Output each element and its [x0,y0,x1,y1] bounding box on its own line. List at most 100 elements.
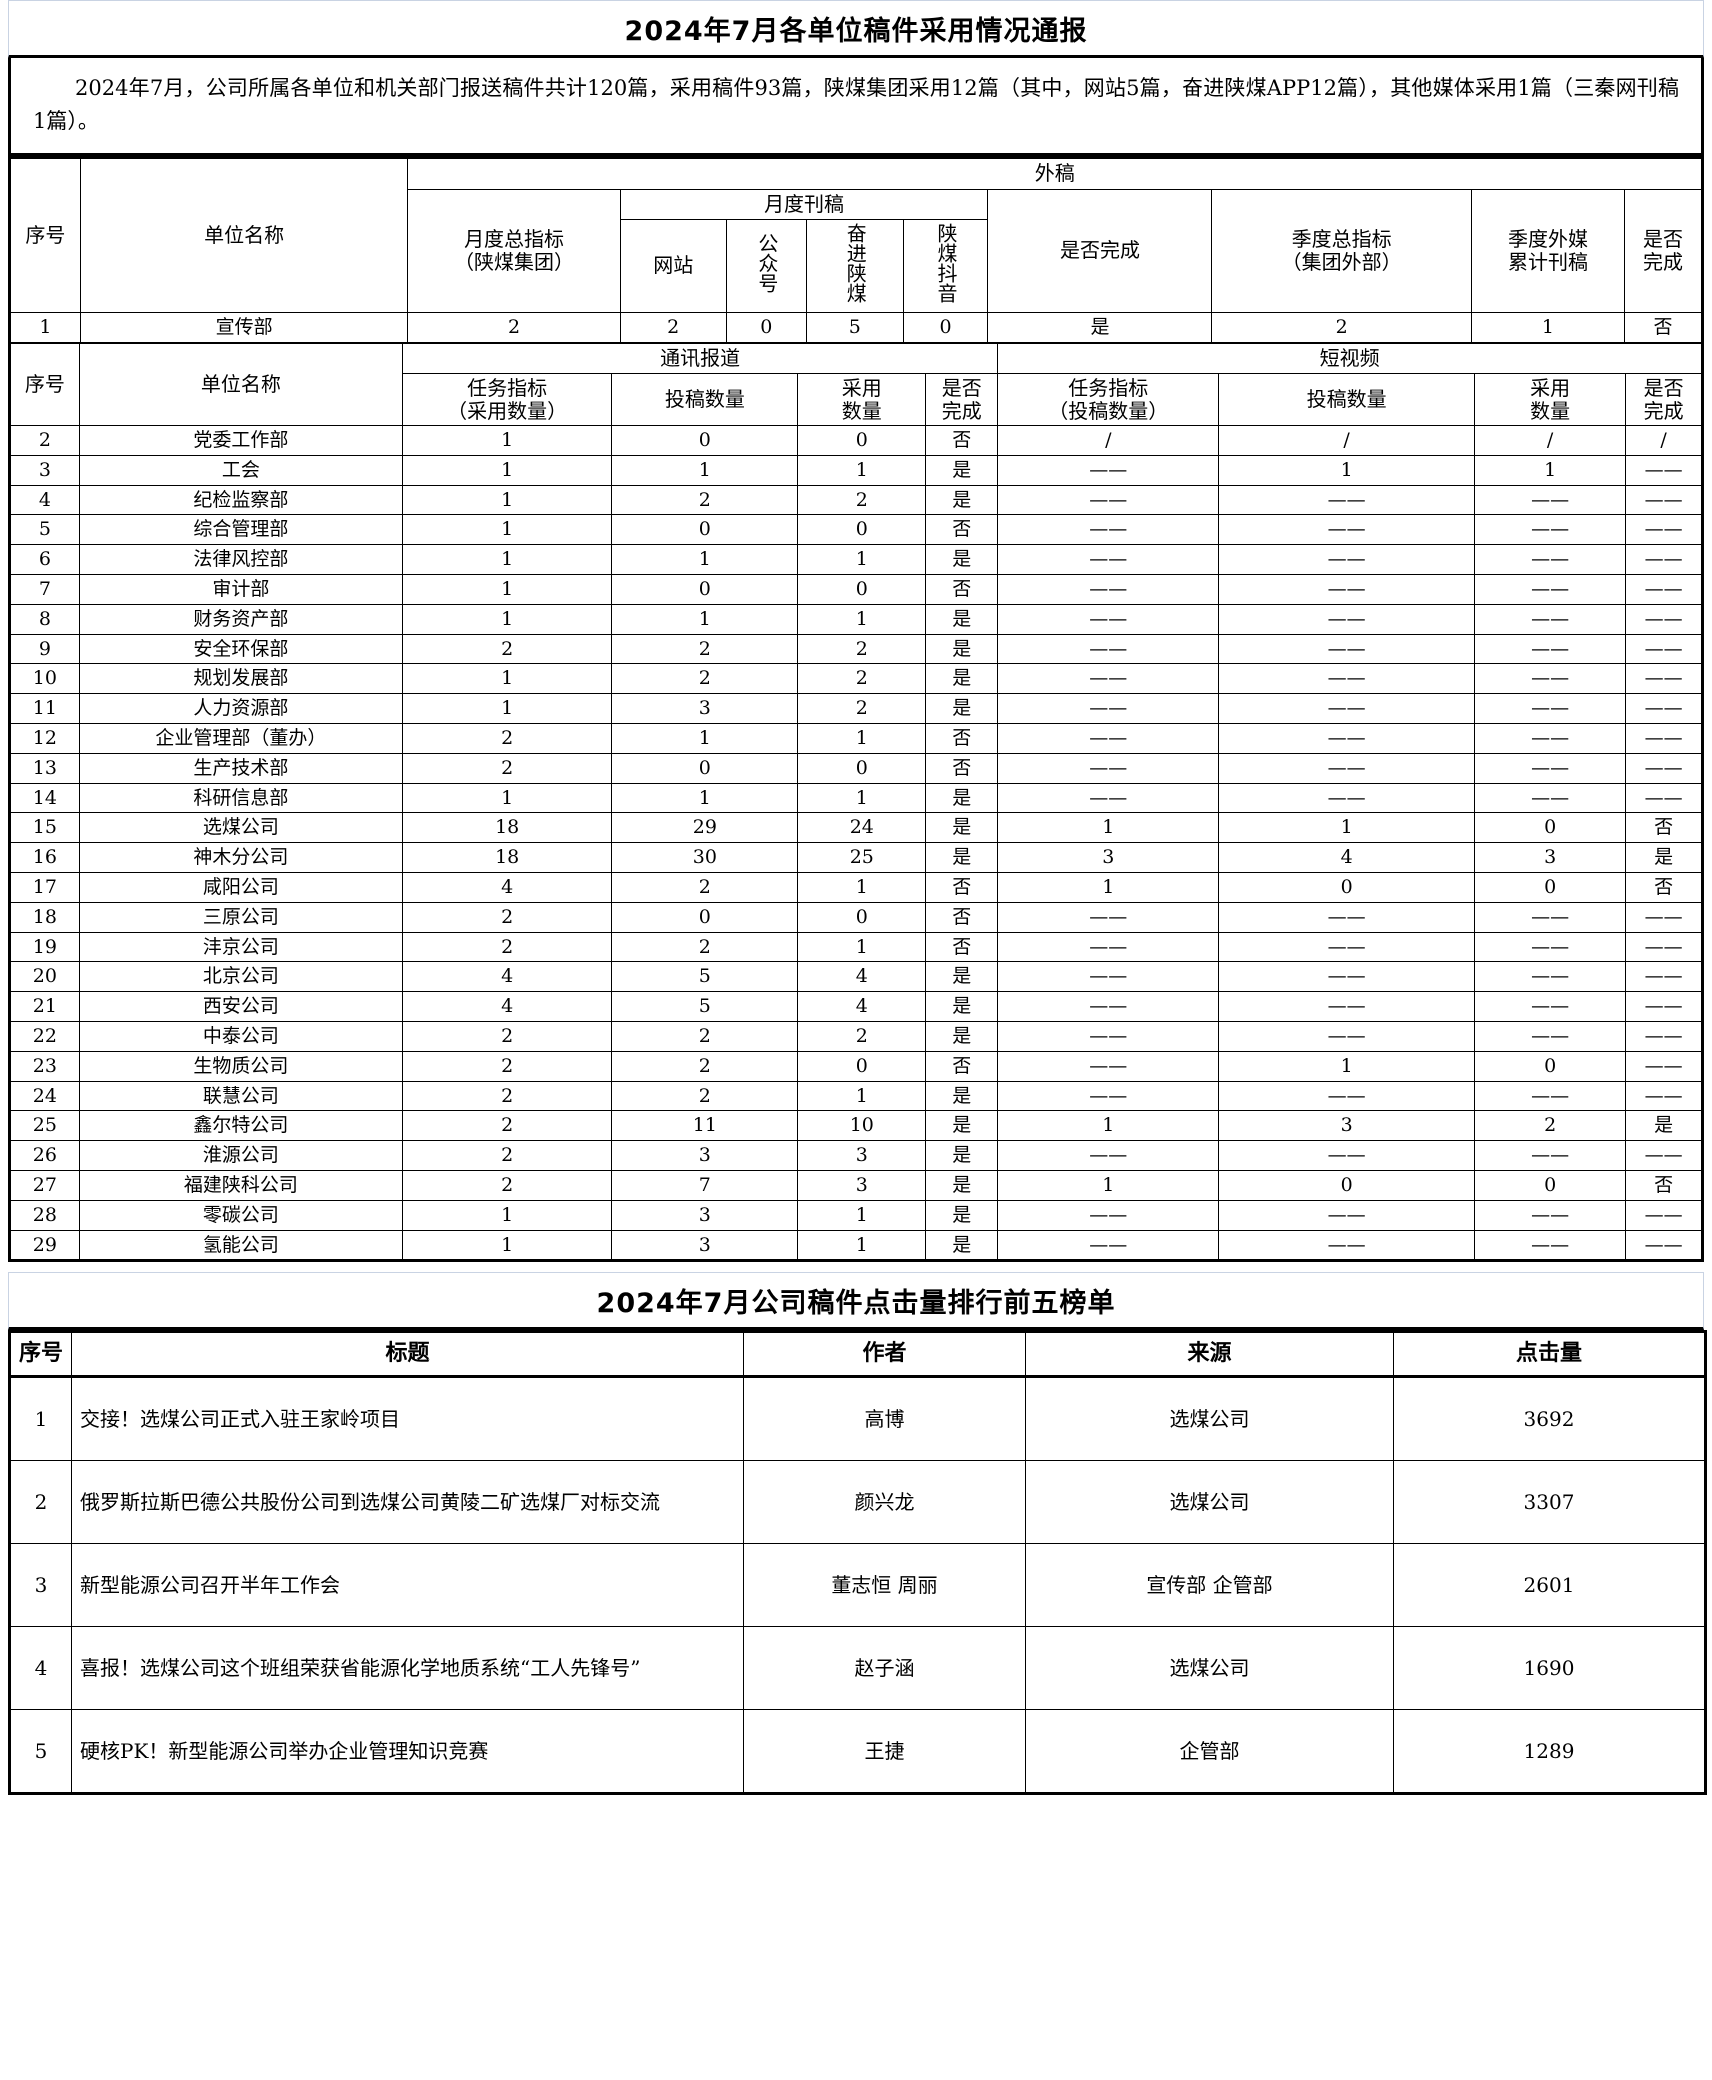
cell-index: 13 [8,752,80,784]
rank-article-title: 喜报！选煤公司这个班组荣获省能源化学地质系统“工人先锋号” [71,1626,744,1711]
cell-submit-count: 11 [611,1110,799,1142]
table-row: 12 企业管理部（董办） 2 1 1 否 —— —— —— —— [8,723,1704,754]
cell-task-target: 1 [402,454,613,486]
cell-index: 15 [8,812,80,844]
cell-task-target: 4 [402,991,613,1022]
cell-unit: 安全环保部 [78,633,404,665]
cell-unit: 西安公司 [78,991,404,1022]
rank-index: 4 [8,1626,72,1711]
cell-video-submit-count: 0 [1218,872,1476,903]
cell-video-submit-count: —— [1218,484,1476,516]
cell-video-task-target: —— [997,782,1220,814]
cell-completed: 是 [925,693,999,725]
th2-completed: 是否 完成 [925,373,999,427]
cell-video-adopt-count: / [1474,425,1627,456]
table-row: 9 安全环保部 2 2 2 是 —— —— —— —— [8,633,1704,665]
cell-index: 16 [8,842,80,873]
cell-video-completed: —— [1625,752,1704,784]
rank-source: 选煤公司 [1025,1460,1394,1545]
cell-index: 28 [8,1199,80,1231]
cell-adopt-count: 0 [797,1050,927,1082]
cell-video-adopt-count: 0 [1474,812,1627,844]
cell-video-adopt-count: —— [1474,752,1627,784]
cell-completed: 是 [925,1110,999,1142]
th-quarter-total: 季度总指标 （集团外部） [1211,188,1472,313]
cell-video-submit-count: —— [1218,633,1476,665]
cell-video-completed: 否 [1625,1169,1704,1201]
cell-unit: 中泰公司 [78,1020,404,1052]
cell-video-submit-count: 0 [1218,1169,1476,1201]
click-ranking-table: 序号 标题 作者 来源 点击量 1 交接！选煤公司正式入驻王家岭项目 高博 选煤公司 3… [8,1330,1707,1796]
rank-index: 5 [8,1709,72,1796]
cell-submit-count: 2 [611,484,799,516]
cell-video-task-target: 1 [997,1110,1220,1142]
th2-video-adopt-count: 采用 数量 [1474,373,1627,427]
cell-unit: 神木分公司 [78,842,404,873]
cell-submit-count: 29 [611,812,799,844]
cell-video-submit-count: —— [1218,931,1476,963]
cell-submit-count: 2 [611,663,799,695]
cell-video-adopt-count: —— [1474,991,1627,1022]
communication-table-body: 2 党委工作部 1 0 0 否 / / //3 工会 1 1 1 是 —— 1 1 —— 4 纪检监察部 1 2 2 是 —— —… [8,425,1704,1263]
cell-task-target: 1 [402,603,613,635]
cell-video-task-target: —— [997,752,1220,784]
table-row: 4 纪检监察部 1 2 2 是 —— —— —— —— [8,484,1704,516]
cell-video-completed: —— [1625,693,1704,725]
cell-index: 11 [8,693,80,725]
table-row: 16 神木分公司 18 30 25 是 3 4 3 是 [8,842,1704,873]
cell-task-target: 18 [402,812,613,844]
table-row: 5 综合管理部 1 0 0 否 —— —— —— —— [8,514,1704,546]
cell-submit-count: 0 [611,425,799,456]
th-rank-source: 来源 [1025,1330,1394,1379]
cell-video-completed: —— [1625,931,1704,963]
cell-task-target: 2 [402,723,613,754]
cell-task-target: 2 [402,1140,613,1171]
cell-completed: 否 [925,514,999,546]
cell-completed: 否 [925,574,999,605]
cell-index: 3 [8,454,80,486]
cell-video-completed: —— [1625,603,1704,635]
cell-video-submit-count: 1 [1218,812,1476,844]
cell-index: 26 [8,1140,80,1171]
rank-article-title: 新型能源公司召开半年工作会 [71,1543,744,1628]
cell-completed: 是 [925,603,999,635]
cell-video-submit-count: —— [1218,663,1476,695]
cell-video-task-target: 1 [997,1169,1220,1201]
cell-submit-count: 0 [611,901,799,933]
cell-adopt-count: 4 [797,991,927,1022]
cell-unit: 选煤公司 [78,812,404,844]
th-website: 网站 [619,219,727,313]
th-completed: 是否完成 [987,188,1213,313]
cell-video-task-target: 1 [997,872,1220,903]
cell-video-adopt-count: —— [1474,1140,1627,1171]
cell-task-target: 2 [402,1110,613,1142]
cell-adopt-count: 3 [797,1140,927,1171]
cell-adopt-count: 10 [797,1110,927,1142]
cell-video-completed: —— [1625,1199,1704,1231]
cell-adopt-count: 0 [797,425,927,456]
cell-video-adopt-count: —— [1474,574,1627,605]
rank-index: 1 [8,1376,72,1462]
th-official-account: 公众号 [725,219,807,313]
cell-index: 23 [8,1050,80,1082]
cell-task-target: 4 [402,961,613,993]
cell-unit: 联慧公司 [78,1080,404,1112]
cell-video-completed: 否 [1625,812,1704,844]
cell-submit-count: 3 [611,693,799,725]
cell-video-task-target: —— [997,1050,1220,1082]
cell-unit: 淮源公司 [78,1140,404,1171]
cell-task-target: 2 [402,1020,613,1052]
cell-monthly-total: 2 [407,311,621,343]
cell-video-task-target: —— [997,931,1220,963]
rank-title-band: 2024年7月公司稿件点击量排行前五榜单 [8,1272,1704,1331]
table-row: 14 科研信息部 1 1 1 是 —— —— —— —— [8,782,1704,814]
cell-video-adopt-count: —— [1474,723,1627,754]
cell-submit-count: 3 [611,1140,799,1171]
cell-submit-count: 3 [611,1199,799,1231]
cell-video-adopt-count: 0 [1474,872,1627,903]
cell-video-completed: —— [1625,723,1704,754]
list-item: 3 新型能源公司召开半年工作会 董志恒 周丽 宣传部 企管部 2601 [8,1543,1707,1628]
cell-unit: 宣传部 [79,311,409,343]
cell-video-submit-count: —— [1218,961,1476,993]
cell-video-adopt-count: 2 [1474,1110,1627,1142]
